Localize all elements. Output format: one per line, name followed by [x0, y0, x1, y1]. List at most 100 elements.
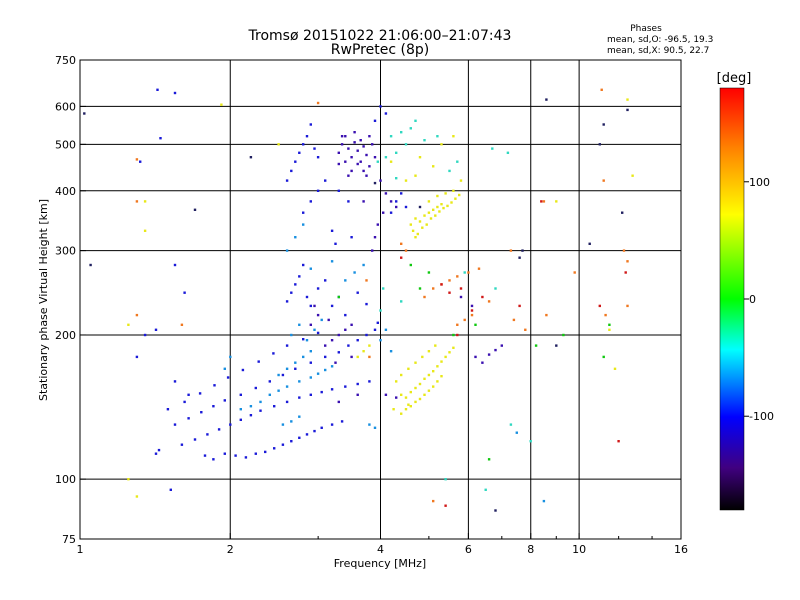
data-point [432, 165, 435, 168]
data-point [320, 318, 323, 322]
data-point [340, 143, 344, 146]
data-point [427, 350, 431, 353]
data-point [193, 208, 197, 211]
data-point [421, 226, 424, 229]
data-point [316, 287, 320, 290]
data-point [244, 456, 248, 459]
data-point [423, 393, 426, 396]
data-point [316, 372, 320, 375]
data-point [217, 428, 221, 431]
data-point [598, 143, 601, 146]
data-point [277, 373, 280, 377]
data-point [302, 263, 305, 267]
data-point [309, 123, 312, 126]
data-point [285, 367, 289, 370]
data-point [484, 488, 487, 491]
y-tick-label: 300 [55, 245, 76, 258]
colorbar-label: [deg] [717, 71, 752, 86]
data-point [440, 360, 443, 363]
data-point [368, 165, 371, 168]
data-point [421, 355, 424, 359]
data-point [418, 220, 422, 223]
data-point [414, 174, 417, 177]
data-point [518, 304, 521, 308]
data-point [436, 380, 439, 383]
data-point [347, 174, 350, 177]
data-point [324, 368, 327, 372]
data-point [373, 426, 377, 429]
data-point [407, 367, 410, 370]
x-tick-label: 2 [227, 543, 234, 556]
data-point [494, 287, 497, 290]
data-point [518, 256, 521, 259]
data-point [362, 350, 365, 353]
data-point [608, 323, 611, 326]
data-point [418, 382, 422, 386]
data-point [368, 380, 371, 383]
data-point [400, 412, 403, 415]
data-point [509, 423, 513, 426]
data-point [404, 396, 408, 399]
data-point [313, 328, 316, 331]
data-point [309, 393, 312, 396]
data-point [362, 145, 365, 148]
data-point [573, 271, 576, 274]
data-point [187, 393, 190, 396]
data-point [588, 242, 591, 245]
data-point [487, 353, 491, 356]
data-point [604, 313, 607, 317]
data-point [542, 499, 546, 503]
data-point [320, 426, 323, 429]
data-point [621, 211, 624, 214]
data-point [384, 328, 388, 331]
data-point [368, 355, 371, 359]
data-point [427, 211, 431, 214]
data-point [602, 123, 605, 126]
data-point [89, 263, 92, 267]
data-point [309, 376, 312, 379]
data-point [302, 143, 305, 146]
colorbar-tick-label: -100 [749, 410, 774, 423]
data-point [344, 328, 347, 331]
data-point [404, 143, 408, 146]
data-point [384, 112, 388, 115]
data-point [376, 223, 379, 226]
colorbar-tick-label: 100 [749, 176, 770, 189]
data-point [491, 147, 494, 150]
data-point [298, 396, 301, 399]
data-point [337, 189, 340, 192]
data-point [622, 249, 626, 252]
data-point [454, 197, 457, 200]
data-point [212, 405, 215, 408]
y-axis-label: Stationary phase Virtual Height [km] [37, 199, 50, 401]
data-point [438, 210, 441, 213]
data-point [223, 452, 226, 455]
data-point [608, 328, 611, 331]
data-point [365, 333, 368, 337]
data-point [427, 389, 431, 392]
data-point [487, 458, 491, 461]
data-point [414, 386, 417, 390]
data-point [600, 88, 603, 91]
data-point [494, 348, 497, 352]
data-point [389, 200, 393, 203]
data-point [337, 351, 340, 354]
data-point [542, 200, 546, 203]
data-point [409, 223, 412, 226]
data-point [400, 192, 403, 195]
data-point [135, 495, 139, 498]
data-point [404, 179, 408, 182]
data-point [324, 179, 327, 182]
data-point [395, 151, 398, 154]
data-point [334, 361, 337, 364]
data-point [423, 377, 426, 380]
data-point [259, 409, 262, 412]
data-point [404, 408, 408, 411]
data-point [456, 275, 459, 278]
data-point [302, 223, 305, 226]
data-point [436, 205, 439, 209]
y-tick-label: 100 [55, 473, 76, 486]
data-point [365, 174, 368, 177]
data-point [324, 355, 327, 359]
data-point [356, 291, 359, 294]
